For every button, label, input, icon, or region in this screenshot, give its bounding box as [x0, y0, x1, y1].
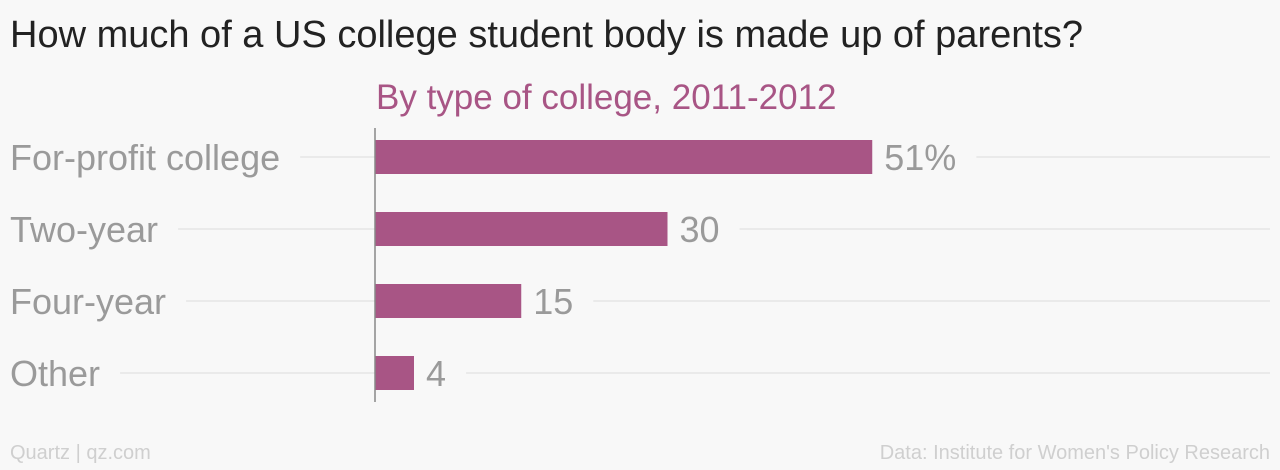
- chart-title: How much of a US college student body is…: [10, 14, 1084, 56]
- data-source: Data: Institute for Women's Policy Resea…: [879, 442, 1270, 464]
- source-credit: Quartz | qz.com: [10, 442, 151, 464]
- bar: [375, 284, 522, 318]
- value-label: 30: [680, 209, 720, 250]
- value-label: 4: [426, 353, 446, 394]
- category-label: Other: [10, 353, 100, 394]
- value-label: 51%: [884, 137, 956, 178]
- value-label: 15: [533, 281, 573, 322]
- chart-subtitle: By type of college, 2011-2012: [376, 78, 837, 117]
- category-label: Four-year: [10, 281, 166, 322]
- bar: [375, 356, 414, 390]
- bar: [375, 140, 873, 174]
- category-label: For-profit college: [10, 137, 280, 178]
- category-label: Two-year: [10, 209, 158, 250]
- bar: [375, 212, 668, 246]
